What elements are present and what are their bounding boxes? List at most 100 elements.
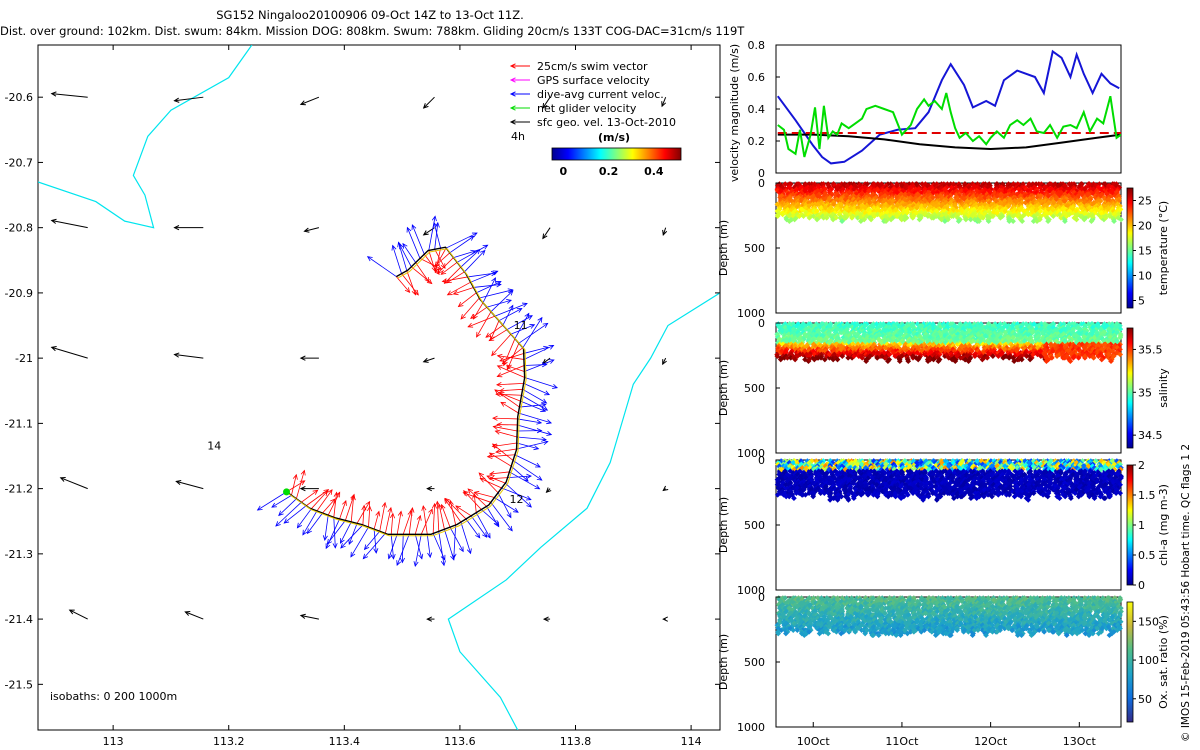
temperature-sample: [842, 196, 849, 203]
salinity-sample: [1000, 327, 1007, 334]
chlorophyll-a-sample: [775, 480, 781, 486]
salinity-sample: [914, 338, 921, 344]
temperature-sample: [954, 193, 960, 199]
salinity-sample: [1104, 351, 1110, 358]
temperature-sample: [986, 184, 992, 191]
salinity-sample: [1045, 329, 1052, 336]
temperature-sample: [1105, 201, 1112, 208]
salinity-sample: [1073, 331, 1080, 338]
temperature-sample: [989, 204, 996, 211]
temperature-sample: [904, 208, 911, 214]
chlorophyll-a-sample: [816, 475, 823, 481]
salinity-sample: [984, 348, 991, 354]
temperature-sample: [1021, 186, 1028, 192]
salinity-sample: [828, 338, 834, 344]
salinity-sample: [873, 333, 880, 339]
salinity-sample: [1071, 343, 1078, 349]
salinity-sample: [1089, 327, 1096, 334]
chlorophyll-a-sample: [783, 464, 790, 471]
temperature-sample: [930, 189, 937, 196]
salinity-sample: [948, 339, 955, 346]
salinity-sample: [800, 322, 807, 329]
temperature-sample: [959, 194, 965, 201]
temperature-sample: [892, 189, 899, 196]
salinity-sample: [915, 346, 922, 353]
salinity-sample: [851, 348, 858, 354]
temperature-sample: [834, 191, 840, 198]
salinity-sample: [878, 339, 885, 346]
chlorophyll-a-sample: [816, 486, 822, 493]
temperature-sample: [877, 194, 884, 201]
salinity-sample: [1028, 322, 1035, 329]
salinity-sample: [910, 355, 916, 361]
temperature-sample: [890, 204, 897, 211]
salinity-sample: [1057, 339, 1064, 346]
velocity-ytick-label: 0.2: [748, 135, 766, 148]
salinity-sample: [957, 339, 963, 346]
temperature-sample: [894, 201, 901, 208]
salinity-sample: [785, 322, 791, 329]
salinity-sample: [1002, 343, 1008, 349]
temperature-sample: [1000, 209, 1007, 216]
temperature-sample: [982, 206, 988, 213]
salinity-sample: [1100, 329, 1107, 336]
temperature-sample: [776, 184, 783, 191]
legend-colorbar: [551, 147, 682, 161]
salinity-sample: [1033, 326, 1040, 332]
temperature-sample: [926, 193, 933, 199]
temperature-sample: [1089, 206, 1096, 213]
salinity-sample: [942, 324, 949, 331]
temperature-sample: [1072, 194, 1078, 201]
temperature-sample: [1074, 194, 1081, 201]
salinity-sample: [1063, 353, 1070, 359]
temperature-sample: [1062, 184, 1069, 191]
salinity-ytick-label: 0: [758, 317, 765, 330]
temperature-sample: [1086, 181, 1093, 187]
salinity-sample: [780, 341, 786, 348]
temperature-sample: [966, 193, 972, 199]
temperature-sample: [1005, 215, 1012, 221]
temperature-sample: [947, 182, 954, 189]
temperature-sample: [1097, 208, 1103, 214]
salinity-sample: [774, 331, 781, 338]
salinity-sample: [1117, 322, 1123, 329]
salinity-sample: [1100, 355, 1107, 361]
salinity-sample: [921, 327, 928, 334]
temperature-sample: [1101, 216, 1107, 223]
chlorophyll-a-sample: [862, 483, 869, 490]
map-ytick-label: -21.3: [5, 548, 33, 561]
temperature-sample: [826, 194, 833, 201]
salinity-sample: [927, 326, 933, 332]
chlorophyll-a-sample: [798, 473, 805, 480]
temperature-sample: [1034, 187, 1040, 194]
temperature-sample: [817, 211, 824, 218]
temperature-sample: [925, 182, 932, 189]
chlorophyll-a-sample: [794, 471, 801, 478]
temperature-sample: [881, 184, 887, 191]
velocity-ytick-label: 0: [758, 167, 765, 180]
temperature-sample: [914, 187, 921, 194]
temperature-sample: [944, 191, 951, 198]
salinity-sample: [1081, 344, 1088, 351]
temperature-sample: [1067, 196, 1074, 203]
temperature-sample: [833, 193, 839, 199]
temperature-sample: [862, 187, 869, 194]
temperature-sample: [1060, 204, 1067, 211]
temperature-sample: [846, 189, 853, 196]
temperature-sample: [788, 215, 795, 221]
salinity-sample: [1017, 349, 1024, 356]
temperature-sample: [949, 208, 956, 214]
salinity-sample: [1005, 322, 1012, 329]
salinity-sample: [936, 321, 943, 327]
temperature-sample: [983, 182, 990, 189]
temperature-sample: [1086, 187, 1093, 194]
temperature-sample: [786, 209, 793, 216]
temperature-sample: [991, 196, 998, 203]
salinity-sample: [1011, 344, 1018, 351]
temperature-sample: [854, 215, 861, 221]
chlorophyll-a-sample: [855, 483, 862, 490]
chlorophyll-a-sample: [797, 486, 804, 493]
salinity-sample: [863, 344, 870, 351]
salinity-sample: [786, 321, 793, 327]
temperature-sample: [1050, 201, 1056, 208]
